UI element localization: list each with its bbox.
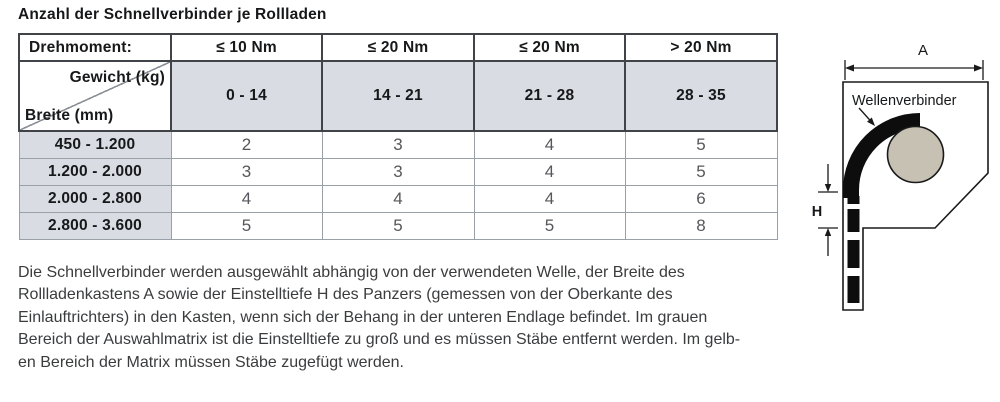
connector-count-cell: 5 xyxy=(624,130,778,159)
depth-dimension-label: H xyxy=(812,204,822,220)
width-dimension-label: A xyxy=(918,42,928,59)
shutter-curtain-dashes xyxy=(847,196,860,303)
h-arrowhead-up-icon xyxy=(824,228,832,236)
diagonal-axis-cell: Gewicht (kg) Breite (mm) xyxy=(18,60,172,132)
torque-header: ≤ 20 Nm xyxy=(473,33,626,62)
connector-count-cell: 6 xyxy=(624,184,778,213)
table-row: 450 - 1.200 2 3 4 5 xyxy=(18,130,778,159)
arrowhead-right-icon xyxy=(974,64,983,72)
arrowhead-left-icon xyxy=(845,64,854,72)
weight-range-header: 14 - 21 xyxy=(321,60,475,132)
weight-axis-label: Gewicht (kg) xyxy=(69,69,165,86)
connector-count-cell: 4 xyxy=(170,184,323,213)
connector-count-cell: 3 xyxy=(321,130,475,159)
connector-count-cell: 3 xyxy=(170,157,323,186)
shaft-circle xyxy=(886,125,945,184)
weight-header-row: Gewicht (kg) Breite (mm) 0 - 14 14 - 21 … xyxy=(18,60,778,132)
paragraph-line: Bereich der Auswahlmatrix ist die Einste… xyxy=(18,331,741,349)
weight-range-header: 28 - 35 xyxy=(624,60,778,132)
description-paragraph: Die Schnellverbinder werden ausgewählt a… xyxy=(18,262,798,374)
connector-count-cell: 4 xyxy=(473,130,626,159)
connector-count-cell: 3 xyxy=(321,157,475,186)
connector-pointer-arrowhead-icon xyxy=(867,117,875,126)
connector-selection-table: Drehmoment: ≤ 10 Nm ≤ 20 Nm ≤ 20 Nm > 20… xyxy=(18,33,778,240)
torque-header-row: Drehmoment: ≤ 10 Nm ≤ 20 Nm ≤ 20 Nm > 20… xyxy=(18,33,778,62)
torque-header: ≤ 20 Nm xyxy=(321,33,475,62)
paragraph-line: Einlauftrichters) in den Kasten, wenn si… xyxy=(18,308,708,326)
paragraph-line: en Bereich der Matrix müssen Stäbe zugef… xyxy=(18,353,404,371)
connector-count-cell: 5 xyxy=(321,211,475,240)
width-axis-label: Breite (mm) xyxy=(25,107,114,124)
shutter-box-diagram: A Wellenverbinder H xyxy=(800,20,1000,320)
table-row: 2.000 - 2.800 4 4 4 6 xyxy=(18,184,778,213)
width-range-cell: 450 - 1.200 xyxy=(18,130,172,159)
connector-label: Wellenverbinder xyxy=(852,93,957,109)
connector-count-cell: 2 xyxy=(170,130,323,159)
torque-row-label: Drehmoment: xyxy=(18,33,172,62)
connector-count-cell: 5 xyxy=(170,211,323,240)
weight-range-header: 0 - 14 xyxy=(170,60,323,132)
quick-connector-band xyxy=(843,113,921,198)
connector-count-cell: 5 xyxy=(473,211,626,240)
width-range-cell: 2.000 - 2.800 xyxy=(18,184,172,213)
connector-count-cell: 4 xyxy=(321,184,475,213)
width-range-cell: 2.800 - 3.600 xyxy=(18,211,172,240)
paragraph-line: Die Schnellverbinder werden ausgewählt a… xyxy=(18,264,685,281)
page-title: Anzahl der Schnellverbinder je Rollladen xyxy=(18,6,327,23)
paragraph-line: Rollladenkastens A sowie der Einstelltie… xyxy=(18,286,673,304)
table-row: 1.200 - 2.000 3 3 4 5 xyxy=(18,157,778,186)
torque-header: > 20 Nm xyxy=(624,33,778,62)
h-arrowhead-down-icon xyxy=(824,184,832,192)
connector-count-cell: 4 xyxy=(473,184,626,213)
width-range-cell: 1.200 - 2.000 xyxy=(18,157,172,186)
weight-range-header: 21 - 28 xyxy=(473,60,626,132)
torque-header: ≤ 10 Nm xyxy=(170,33,323,62)
connector-count-cell: 4 xyxy=(473,157,626,186)
connector-pointer-line xyxy=(858,107,872,122)
connector-count-cell: 5 xyxy=(624,157,778,186)
table-row: 2.800 - 3.600 5 5 5 8 xyxy=(18,211,778,240)
connector-count-cell: 8 xyxy=(624,211,778,240)
